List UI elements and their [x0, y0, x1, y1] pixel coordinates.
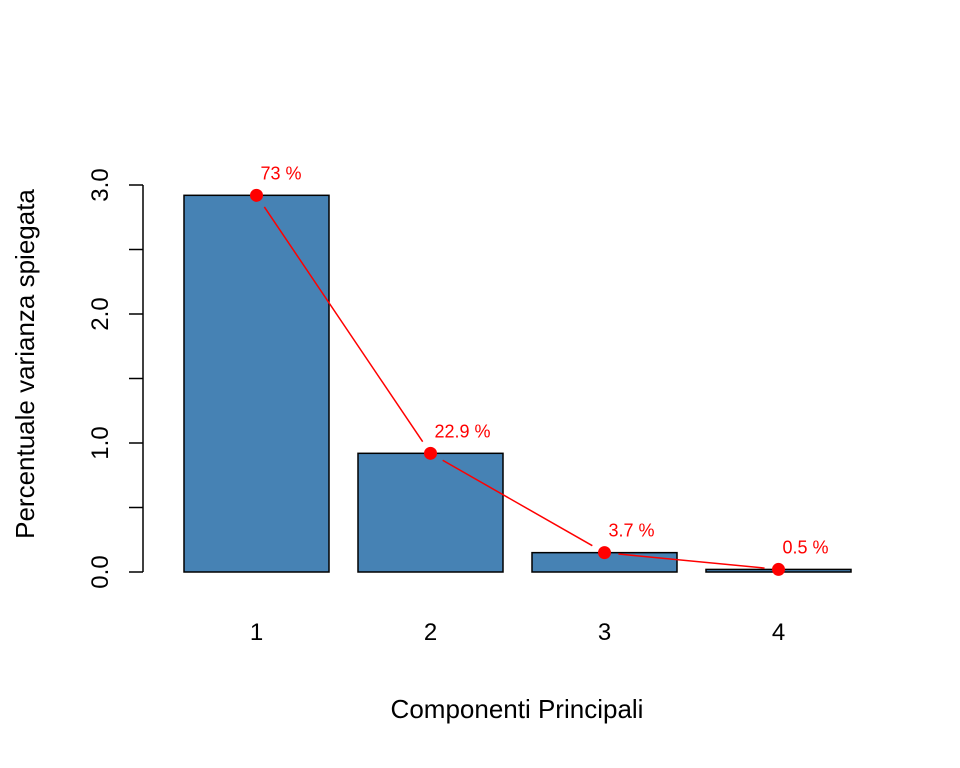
- bars: [183, 194, 852, 573]
- x-tick-label: 2: [424, 619, 437, 646]
- variance-line: 73 % 22.9 % 3.7 % 0.5 %: [250, 163, 829, 576]
- x-tick-label: 3: [598, 619, 611, 646]
- variance-point: [772, 562, 785, 576]
- y-axis: 0.0 1.0 2.0 3.0: [87, 168, 144, 589]
- x-tick-labels: 1 2 3 4: [250, 619, 785, 646]
- y-tick-label: 0.0: [87, 555, 114, 588]
- variance-line-segment: [263, 206, 424, 443]
- variance-point-label: 3.7 %: [609, 521, 655, 541]
- variance-point: [598, 546, 611, 560]
- y-tick-label: 1.0: [87, 426, 114, 459]
- variance-point-label: 73 %: [261, 163, 302, 183]
- x-tick-label: 4: [772, 619, 785, 646]
- y-tick-label: 3.0: [87, 168, 114, 201]
- x-axis-title: Componenti Principali: [391, 694, 644, 724]
- variance-line-segment: [618, 553, 765, 569]
- variance-point: [250, 188, 263, 202]
- x-tick-label: 1: [250, 619, 263, 646]
- variance-point-label: 22.9 %: [435, 421, 491, 441]
- y-tick-label: 2.0: [87, 297, 114, 330]
- variance-line-segment: [442, 459, 593, 547]
- variance-point: [424, 446, 437, 460]
- bar: [183, 194, 330, 573]
- bar: [357, 452, 504, 573]
- y-axis-title: Percentuale varianza spiegata: [10, 189, 40, 539]
- variance-point-label: 0.5 %: [783, 537, 829, 557]
